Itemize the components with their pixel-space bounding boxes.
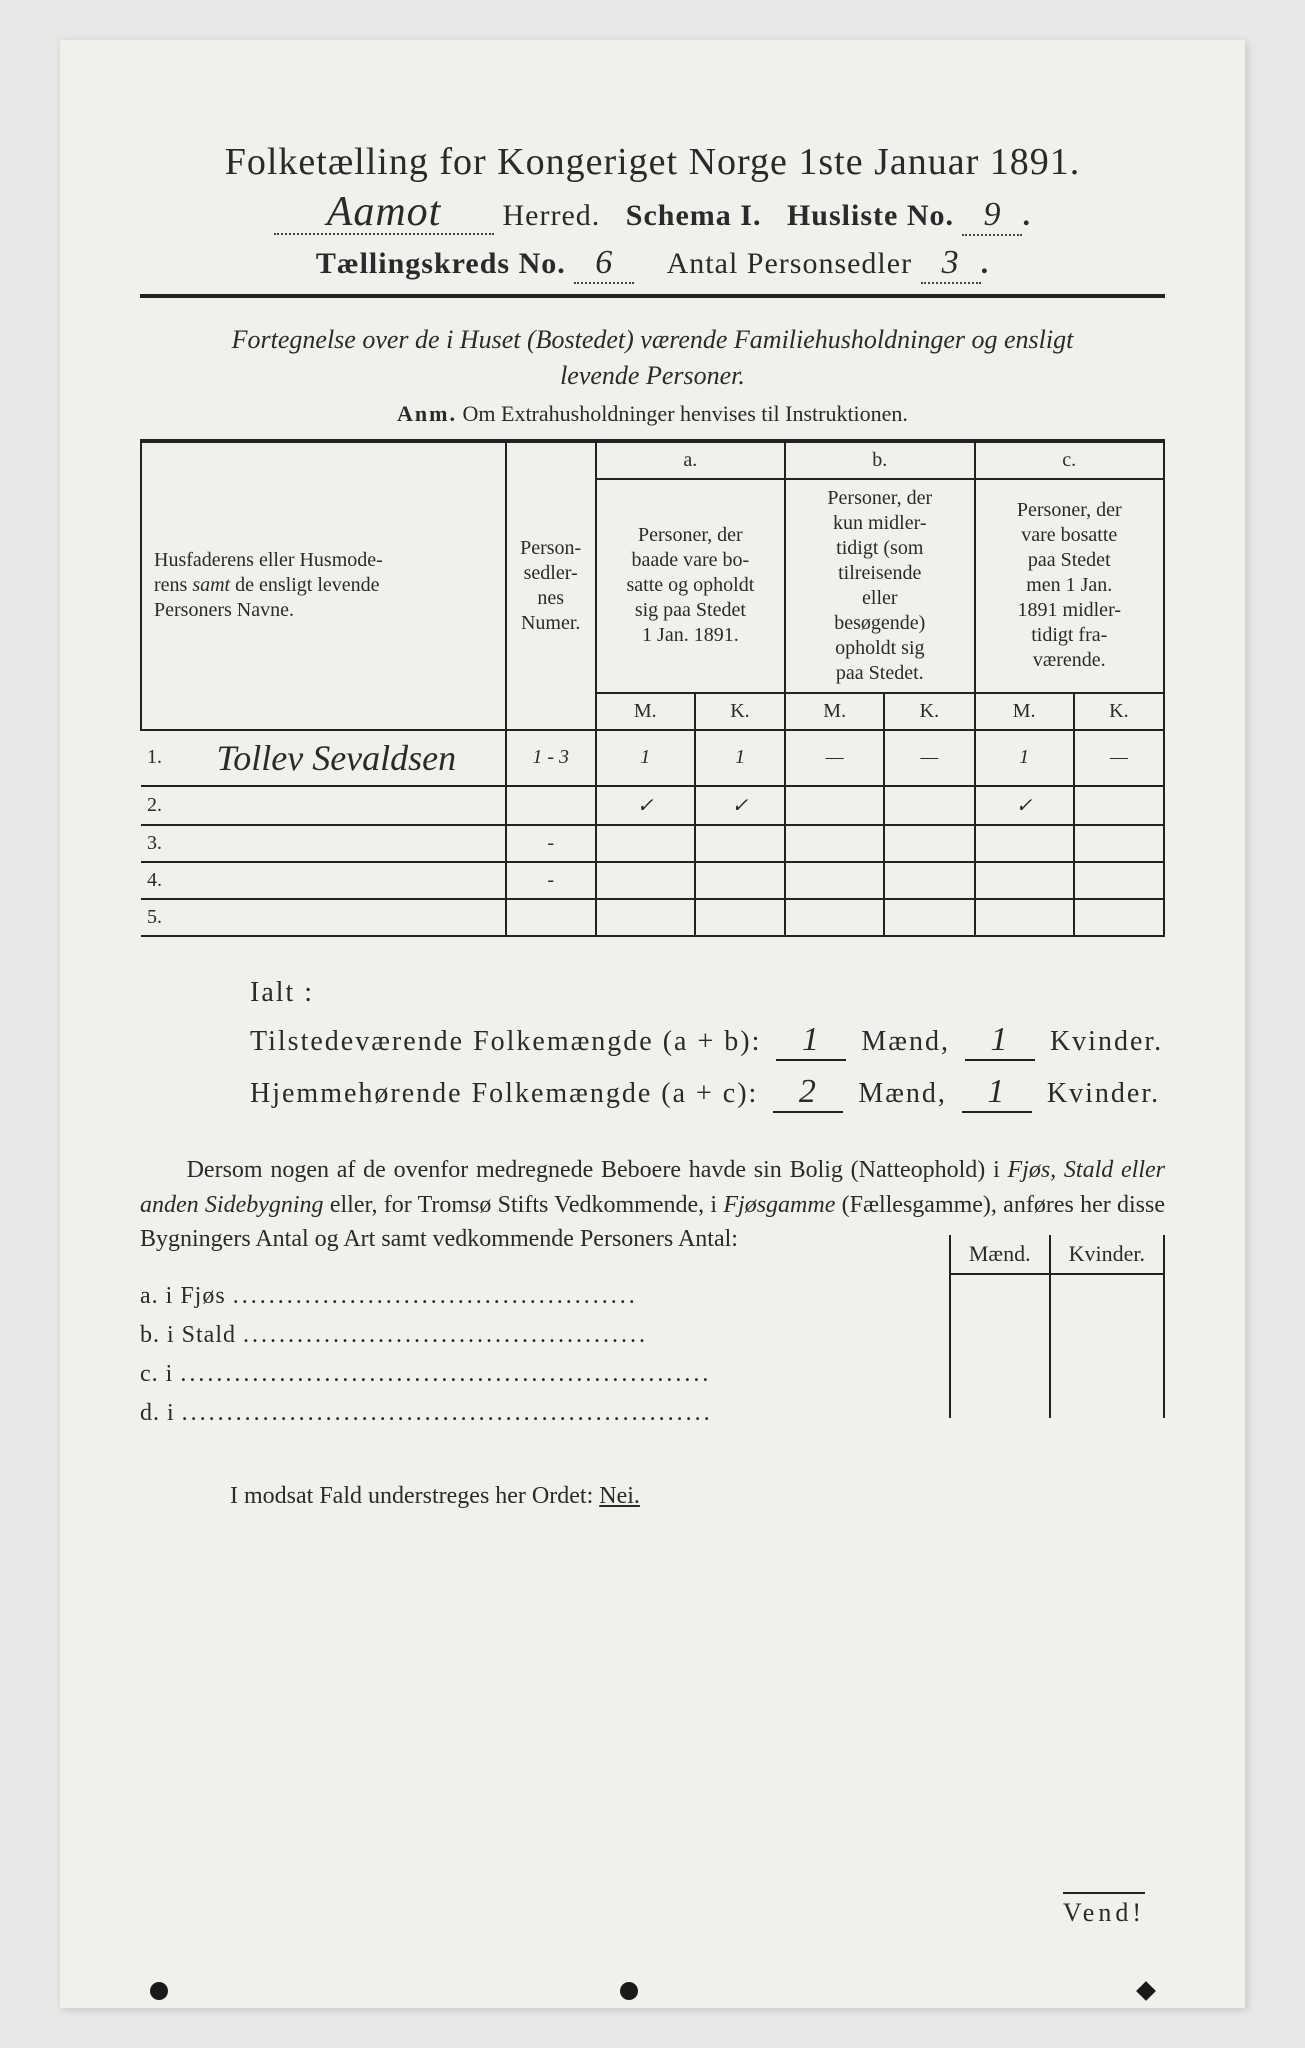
numer-value: 1 - 3 bbox=[506, 730, 596, 786]
rule-thick bbox=[140, 294, 1165, 298]
herred-line: Aamot Herred. Schema I. Husliste No. 9. bbox=[140, 196, 1165, 236]
col-b-k: K. bbox=[884, 693, 974, 730]
col-a-label: a. bbox=[596, 442, 785, 479]
kreds-no: 6 bbox=[595, 244, 613, 281]
col-numer-header: Person-sedler-nesNumer. bbox=[506, 442, 596, 730]
table-row: 2. ✓ ✓ ✓ bbox=[141, 786, 1164, 825]
mk-m-header: Mænd. bbox=[950, 1235, 1050, 1274]
ialt-row-ab: Tilstedeværende Folkemængde (a + b): 1 M… bbox=[250, 1021, 1165, 1061]
col-c-m: M. bbox=[975, 693, 1074, 730]
col-b-label: b. bbox=[785, 442, 974, 479]
col-a-text: Personer, derbaade vare bo-satte og opho… bbox=[596, 479, 785, 693]
schema-label: Schema I. bbox=[626, 199, 762, 232]
mk-k-header: Kvinder. bbox=[1050, 1235, 1164, 1274]
building-list: Mænd.Kvinder. a. i Fjøs ................… bbox=[140, 1277, 1165, 1433]
antal-label: Antal Personsedler bbox=[667, 247, 912, 280]
fortegnelse-heading: Fortegnelse over de i Huset (Bostedet) v… bbox=[140, 322, 1165, 395]
census-table: Husfaderens eller Husmode-rens samt de e… bbox=[140, 441, 1165, 937]
husliste-label: Husliste No. bbox=[787, 199, 954, 232]
ab-k-value: 1 bbox=[965, 1021, 1035, 1061]
table-row: 1. Tollev Sevaldsen 1 - 3 1 1 — — 1 — bbox=[141, 730, 1164, 786]
table-row: 4. - bbox=[141, 862, 1164, 899]
col-c-text: Personer, dervare bosattepaa Stedetmen 1… bbox=[975, 479, 1165, 693]
col-b-text: Personer, derkun midler-tidigt (somtilre… bbox=[785, 479, 974, 693]
page-title: Folketælling for Kongeriget Norge 1ste J… bbox=[140, 140, 1165, 184]
ialt-heading: Ialt : bbox=[250, 977, 1165, 1009]
ialt-row-ac: Hjemmehørende Folkemængde (a + c): 2 Mæn… bbox=[250, 1073, 1165, 1113]
mk-table: Mænd.Kvinder. bbox=[949, 1235, 1165, 1418]
antal-value: 3 bbox=[942, 244, 960, 281]
nei-line: I modsat Fald understreges her Ordet: Ne… bbox=[230, 1483, 1165, 1510]
punch-hole-icon bbox=[1137, 1982, 1155, 2000]
name-value: Tollev Sevaldsen bbox=[168, 730, 506, 786]
ac-k-value: 1 bbox=[962, 1073, 1032, 1113]
punch-hole-icon bbox=[150, 1982, 168, 2000]
census-form-page: Folketælling for Kongeriget Norge 1ste J… bbox=[60, 40, 1245, 2008]
herred-value: Aamot bbox=[327, 196, 442, 230]
kreds-line: Tællingskreds No. 6 Antal Personsedler 3… bbox=[140, 244, 1165, 284]
punch-hole-icon bbox=[620, 1982, 638, 2000]
col-a-k: K. bbox=[695, 693, 785, 730]
col-b-m: M. bbox=[785, 693, 884, 730]
col-c-k: K. bbox=[1074, 693, 1164, 730]
husliste-no: 9 bbox=[983, 196, 1001, 233]
anm-note: Anm. Om Extrahusholdninger henvises til … bbox=[140, 401, 1165, 427]
vend-label: Vend! bbox=[1063, 1892, 1145, 1928]
col-names-header: Husfaderens eller Husmode-rens samt de e… bbox=[141, 442, 506, 730]
col-c-label: c. bbox=[975, 442, 1165, 479]
ac-m-value: 2 bbox=[773, 1073, 843, 1113]
table-row: 3. - bbox=[141, 825, 1164, 862]
table-row: 5. bbox=[141, 899, 1164, 936]
ialt-block: Ialt : Tilstedeværende Folkemængde (a + … bbox=[250, 977, 1165, 1113]
col-a-m: M. bbox=[596, 693, 695, 730]
ab-m-value: 1 bbox=[776, 1021, 846, 1061]
kreds-label: Tællingskreds No. bbox=[316, 247, 566, 280]
herred-label: Herred. bbox=[503, 199, 601, 232]
